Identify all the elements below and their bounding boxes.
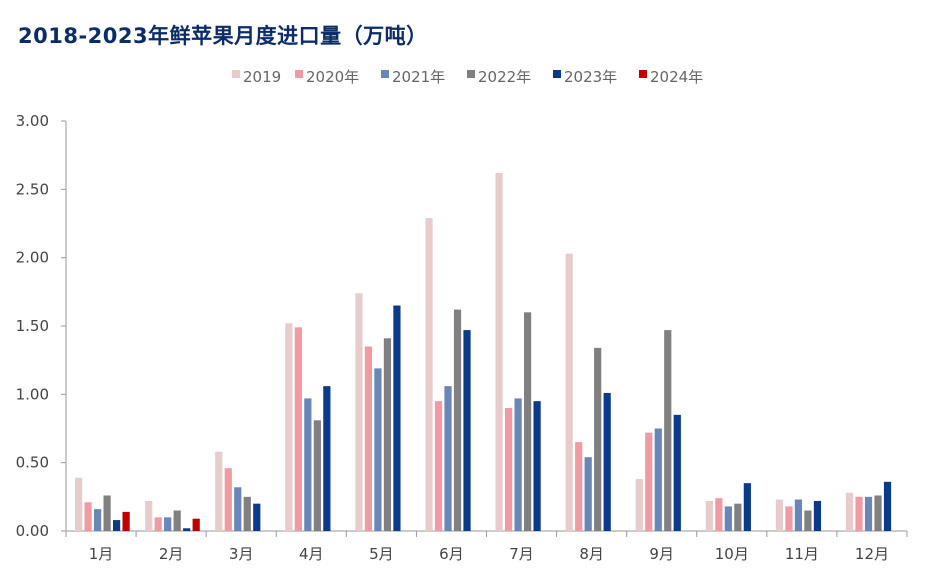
bar-5-0 <box>122 511 130 531</box>
bar-2-0 <box>94 509 102 531</box>
y-tick-label: 1.00 <box>16 385 49 403</box>
bar-0-9 <box>705 500 713 531</box>
bar-3-4 <box>383 338 392 531</box>
bar-0-11 <box>845 492 854 531</box>
bar-1-5 <box>434 401 443 531</box>
bar-4-10 <box>813 500 822 531</box>
x-tick-label: 10月 <box>715 545 749 563</box>
bar-3-9 <box>734 503 742 531</box>
bar-2-2 <box>234 487 242 531</box>
bar-3-11 <box>874 495 882 531</box>
bar-1-6 <box>505 408 513 531</box>
legend-swatch-3 <box>467 70 475 78</box>
bar-0-5 <box>425 218 433 532</box>
y-tick-label: 2.50 <box>16 180 49 198</box>
x-tick-label: 7月 <box>509 545 534 563</box>
bar-0-0 <box>75 477 83 531</box>
legend-label-5: 2024年 <box>650 68 703 86</box>
x-tick-label: 6月 <box>439 545 464 563</box>
bar-1-0 <box>84 502 92 531</box>
bar-1-4 <box>364 346 373 531</box>
bar-2-1 <box>164 517 172 531</box>
x-tick-label: 8月 <box>579 545 604 563</box>
legend-swatch-0 <box>232 70 240 78</box>
bar-4-4 <box>393 305 401 531</box>
bar-2-9 <box>724 506 732 531</box>
legend-label-0: 2019 <box>243 68 281 86</box>
bar-3-7 <box>594 347 602 531</box>
bar-3-10 <box>804 510 812 531</box>
x-tick-label: 11月 <box>785 545 819 563</box>
legend-label-4: 2023年 <box>564 68 617 86</box>
x-tick-label: 12月 <box>855 545 889 563</box>
bar-2-10 <box>794 499 803 531</box>
bar-0-10 <box>775 499 784 531</box>
bar-4-8 <box>673 414 681 531</box>
bar-3-8 <box>664 330 672 531</box>
bar-1-1 <box>154 517 162 531</box>
legend-swatch-1 <box>295 70 303 78</box>
bar-4-5 <box>463 330 471 531</box>
bar-2-6 <box>514 398 522 531</box>
x-tick-label: 9月 <box>649 545 674 563</box>
x-tick-label: 3月 <box>229 545 254 563</box>
x-tick-label: 4月 <box>299 545 324 563</box>
legend: 2019 2020年 2021年 2022年 2023年 2024年 <box>232 68 703 86</box>
bars <box>75 172 892 532</box>
y-axis: 0.00 0.50 1.00 1.50 2.00 2.50 3.00 <box>16 112 67 540</box>
bar-1-2 <box>224 468 232 531</box>
bar-5-1 <box>192 518 200 531</box>
legend-swatch-4 <box>553 70 561 78</box>
bar-1-7 <box>575 442 583 531</box>
bar-0-2 <box>215 451 223 531</box>
bar-0-4 <box>355 293 363 531</box>
bar-0-7 <box>565 253 573 532</box>
y-tick-label: 2.00 <box>16 249 49 267</box>
legend-label-2: 2021年 <box>392 68 445 86</box>
bar-4-3 <box>323 386 331 531</box>
bar-2-5 <box>444 386 452 531</box>
bar-2-4 <box>374 368 382 531</box>
y-tick-label: 0.50 <box>16 454 49 472</box>
legend-swatch-5 <box>639 70 647 78</box>
x-tick-label: 1月 <box>89 545 114 563</box>
bar-1-9 <box>715 498 723 531</box>
bar-0-3 <box>285 323 293 531</box>
bar-3-1 <box>173 510 181 531</box>
bar-4-11 <box>883 481 892 531</box>
legend-swatch-2 <box>381 70 389 78</box>
y-tick-label: 0.00 <box>16 522 49 540</box>
bar-2-8 <box>654 428 662 531</box>
chart-title: 2018-2023年鲜苹果月度进口量（万吨） <box>18 24 428 48</box>
bar-2-7 <box>584 457 592 531</box>
x-axis: 1月 2月 3月 4月 5月 6月 7月 8月 9月 10月 11月 12月 <box>65 530 908 563</box>
bar-4-0 <box>113 520 121 531</box>
y-tick-label: 3.00 <box>16 112 49 130</box>
bar-0-1 <box>145 500 153 531</box>
bar-4-6 <box>533 401 541 531</box>
legend-label-1: 2020年 <box>306 68 359 86</box>
bar-3-0 <box>103 495 111 531</box>
bar-3-5 <box>453 309 462 531</box>
bar-0-8 <box>635 479 643 531</box>
bar-4-7 <box>603 392 611 531</box>
bar-3-3 <box>313 420 321 531</box>
x-tick-label: 5月 <box>369 545 394 563</box>
bar-1-11 <box>855 496 863 531</box>
x-tick-label: 2月 <box>159 545 184 563</box>
bar-4-2 <box>253 503 261 531</box>
y-tick-label: 1.50 <box>16 317 49 335</box>
legend-label-3: 2022年 <box>478 68 531 86</box>
bar-0-6 <box>495 172 503 531</box>
bar-4-9 <box>743 483 751 531</box>
bar-2-3 <box>304 398 312 531</box>
bar-3-6 <box>524 312 532 531</box>
bar-1-10 <box>785 506 793 531</box>
bar-3-2 <box>243 496 251 531</box>
bar-4-1 <box>183 528 191 531</box>
bar-1-8 <box>645 432 653 531</box>
bar-2-11 <box>864 496 873 531</box>
bar-1-3 <box>294 327 302 531</box>
